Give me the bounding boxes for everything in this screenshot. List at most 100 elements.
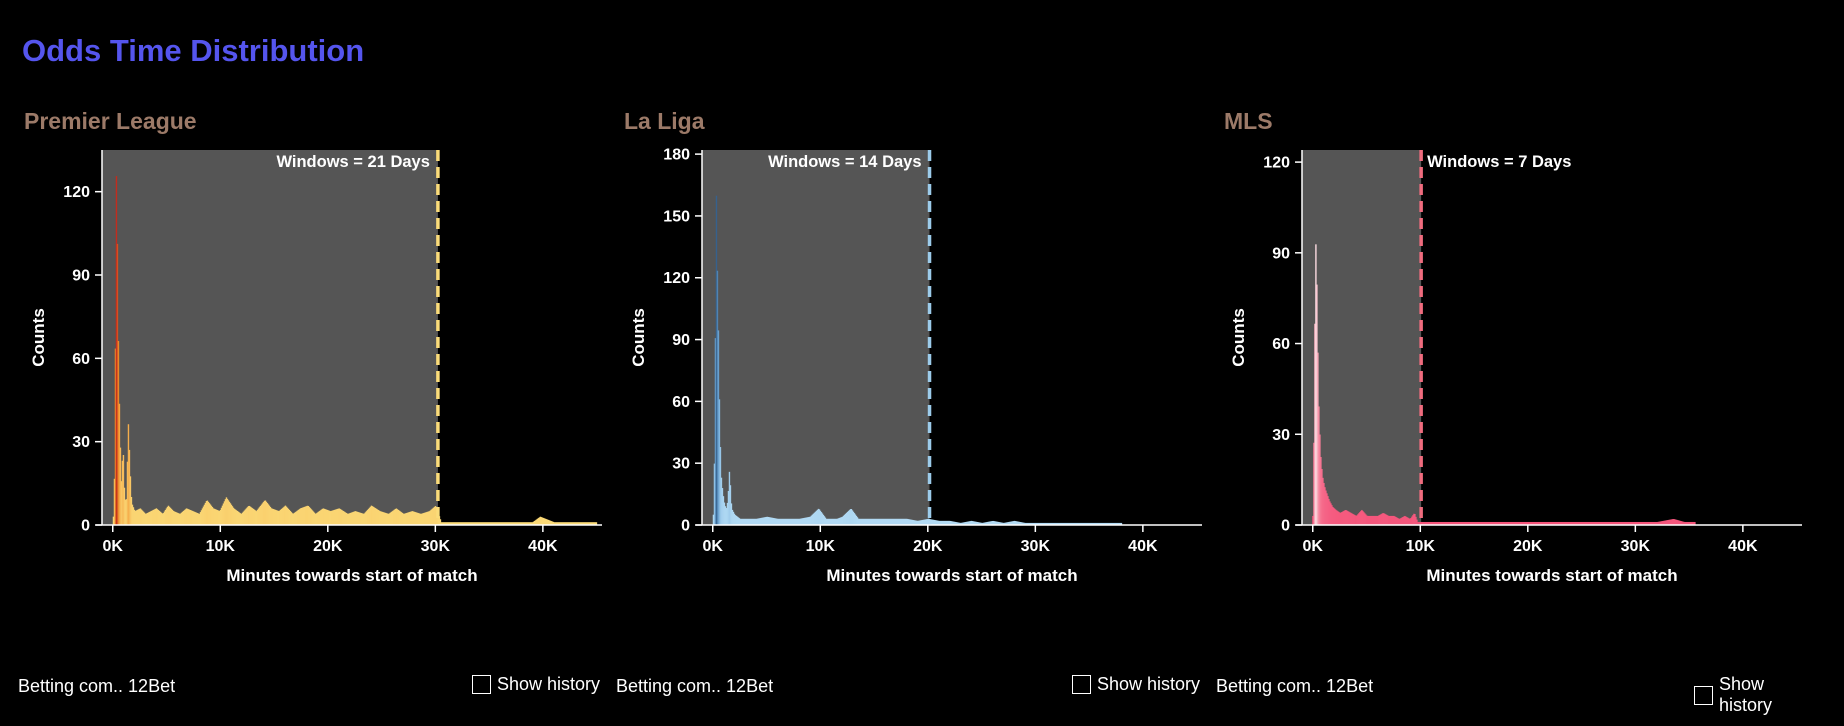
histogram-bar	[992, 520, 995, 525]
histogram-bar	[1643, 521, 1645, 525]
histogram-bar	[140, 509, 143, 525]
histogram-bar	[1483, 521, 1485, 525]
histogram-bar	[994, 521, 997, 525]
histogram-bar	[967, 521, 970, 525]
show-history-toggle[interactable]: Show history	[1072, 674, 1200, 695]
histogram-bar	[1635, 521, 1637, 525]
histogram-bar	[433, 506, 436, 525]
histogram-bar	[569, 522, 572, 525]
histogram-bar	[936, 520, 939, 525]
histogram-bar	[268, 505, 271, 525]
histogram-bar	[817, 508, 820, 525]
histogram-bar	[1361, 509, 1363, 525]
histogram-bar	[981, 522, 984, 525]
histogram-bar	[1690, 521, 1692, 525]
histogram-bar	[264, 500, 267, 525]
histogram-bar	[1102, 522, 1105, 525]
histogram-bar	[228, 501, 231, 525]
show-history-toggle[interactable]: Show history	[472, 674, 600, 695]
histogram-bar	[577, 522, 580, 525]
histogram-bar	[838, 517, 841, 525]
histogram-bar	[1324, 487, 1326, 525]
y-tick-label: 30	[1272, 427, 1290, 444]
histogram-bar	[1032, 522, 1035, 525]
histogram-bar	[1119, 522, 1122, 525]
show-history-toggle[interactable]: Show history	[1694, 674, 1822, 716]
histogram-bar	[1655, 521, 1657, 525]
histogram-bar	[1505, 521, 1507, 525]
histogram-bar	[537, 518, 540, 525]
histogram-bar	[1432, 521, 1434, 525]
show-history-checkbox[interactable]	[1072, 675, 1091, 694]
histogram-bar	[441, 522, 444, 525]
histogram-bar	[997, 521, 1000, 525]
histogram-bar	[277, 510, 280, 525]
histogram-bar	[1120, 522, 1123, 525]
histogram-bar	[1321, 468, 1323, 525]
histogram-bar	[1588, 521, 1590, 525]
histogram-bar	[1605, 521, 1607, 525]
histogram-bar	[800, 518, 803, 525]
histogram-bar	[245, 508, 248, 525]
histogram-bar	[520, 522, 523, 525]
histogram-bar	[964, 522, 967, 525]
histogram-bar	[731, 509, 734, 525]
histogram-bar	[547, 519, 550, 525]
histogram-bar	[151, 510, 154, 525]
histogram-bar	[776, 518, 779, 525]
show-history-checkbox[interactable]	[472, 675, 491, 694]
histogram-bar	[962, 522, 965, 525]
histogram-bar	[578, 522, 581, 525]
histogram-bar	[892, 518, 895, 525]
histogram-bar	[181, 511, 184, 525]
histogram-bar	[1511, 521, 1513, 525]
histogram-bar	[1593, 521, 1595, 525]
histogram-bar	[1400, 518, 1402, 525]
histogram-bar	[204, 502, 207, 525]
histogram-bar	[338, 508, 341, 525]
histogram-bar	[1315, 244, 1317, 526]
histogram-bar	[1673, 519, 1675, 525]
histogram-bar	[1379, 514, 1381, 525]
histogram-bar	[1597, 521, 1599, 525]
histogram-bar	[1540, 521, 1542, 525]
histogram-bar	[124, 499, 127, 525]
histogram-bar	[1393, 515, 1395, 525]
histogram-bar	[396, 509, 399, 525]
histogram-bar	[1533, 521, 1535, 525]
histogram-bar	[868, 518, 871, 525]
histogram-bar	[943, 520, 946, 525]
show-history-checkbox[interactable]	[1694, 685, 1713, 705]
histogram-bar	[1569, 521, 1571, 525]
histogram-bar	[1009, 521, 1012, 525]
histogram-bar	[813, 512, 816, 525]
histogram-bar	[1087, 522, 1090, 525]
histogram-bar	[517, 522, 520, 525]
histogram-bar	[739, 518, 742, 525]
histogram-bar	[963, 522, 966, 525]
histogram-bar	[1473, 521, 1475, 525]
histogram-bar	[562, 522, 565, 525]
histogram-bar	[1046, 522, 1049, 525]
histogram-bar	[1506, 521, 1508, 525]
histogram-bar	[1354, 515, 1356, 525]
histogram-bar	[1640, 521, 1642, 525]
histogram-bar	[486, 522, 489, 525]
histogram-bar	[451, 522, 454, 525]
histogram-bar	[1466, 521, 1468, 525]
histogram-bar	[509, 522, 512, 525]
histogram-bar	[475, 522, 478, 525]
histogram-bar	[905, 518, 908, 525]
histogram-bar	[139, 508, 142, 525]
histogram-bar	[358, 512, 361, 525]
histogram-bar	[1539, 521, 1541, 525]
histogram-bar	[804, 517, 807, 525]
histogram-bar	[539, 516, 542, 525]
histogram-bar	[899, 518, 902, 525]
histogram-bar	[1447, 521, 1449, 525]
histogram-bar	[546, 519, 549, 525]
window-region	[1302, 150, 1422, 525]
histogram-bar	[1616, 521, 1618, 525]
histogram-bar	[1460, 521, 1462, 525]
histogram-bar	[590, 522, 593, 525]
